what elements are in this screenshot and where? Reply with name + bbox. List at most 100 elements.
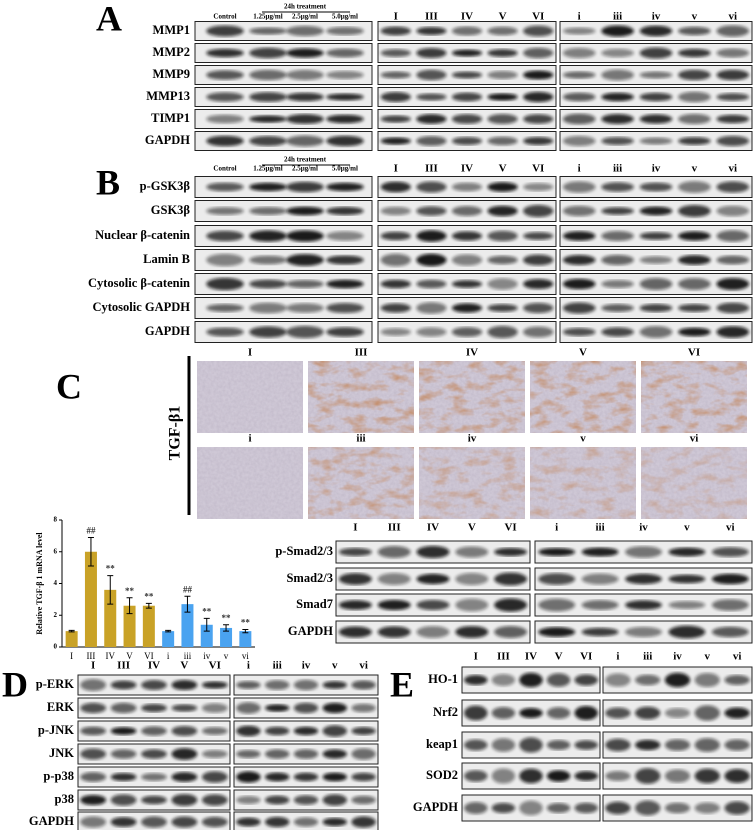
image-label: IV [466,347,478,359]
panel-letter: B [96,162,120,202]
blot-band [464,739,488,751]
blot-band [416,573,450,585]
lane-label: iv [302,660,311,672]
blot-band [171,794,198,806]
blot-band [326,279,364,289]
blot-band [491,768,516,784]
blot-band [678,327,711,337]
blot-band [264,680,290,690]
row-label: SOD2 [426,768,458,782]
blot-band [338,600,372,610]
blot-band [487,325,518,339]
blot-band [546,803,571,813]
blot-band [236,702,261,714]
blot-band [562,92,596,102]
blot-band [694,738,720,752]
blot-band [574,771,598,781]
blot-band [523,204,554,218]
blot-band [380,253,411,267]
stain-texture [308,447,414,519]
blot-band [377,599,411,611]
treatment-label: 24h treatment [284,156,327,164]
blot-band [639,232,673,240]
blot-band [322,794,348,806]
bar [220,627,233,647]
lane-label: iii [643,651,652,663]
lane-label: iii [596,522,605,534]
blot-band [678,255,711,265]
blot-band [293,749,319,759]
image-label: iv [468,433,477,445]
blot-band [286,206,324,216]
image-label: VI [688,347,700,359]
blot-band [141,816,167,828]
blot-band [80,679,107,691]
x-tick-label: V [126,651,133,661]
blot-band [668,625,706,639]
row-label: HO-1 [428,672,458,686]
blot-band [639,182,673,192]
blot-band [264,795,290,805]
blot-band [416,253,447,267]
blot-band [80,794,107,806]
blot-band [668,547,706,557]
blot-band [494,572,528,586]
blot-band [678,278,711,290]
blot-band [249,206,287,216]
blot-band [716,326,750,338]
blot-band [716,93,750,101]
blot-band [286,114,324,124]
row-label: Smad7 [296,597,333,611]
x-tick-label: iv [203,651,211,661]
blot-band [141,773,167,781]
tissue-texture [197,447,303,519]
error-bar [87,536,94,567]
blot-band [249,182,287,192]
error-bar [165,629,172,633]
x-tick-label: I [70,651,73,661]
blot-band [487,255,518,265]
lane-label: vi [729,163,738,175]
blot-band [601,279,634,289]
blot-band [491,674,516,686]
blot-band [249,255,287,265]
blot-band [635,768,661,784]
blot-band [711,599,749,611]
y-axis-label: Relative TGF-β 1 mRNA level [35,532,44,635]
blot-band [171,679,198,691]
x-tick-label: iii [184,651,192,661]
lane-label: VI [532,163,544,175]
blot-band [451,26,483,36]
blot-band [286,254,324,266]
blot-band [601,230,634,242]
blot-band [601,69,634,81]
blot-band [487,93,518,101]
lane-label: i [555,522,558,534]
significance-label: ** [144,591,154,601]
row-label: MMP13 [146,89,190,103]
bar [123,605,136,647]
lane-label: vi [729,11,738,23]
blot-band [380,181,411,193]
blot-band [523,137,554,145]
blot-band [326,114,364,124]
blot-band [171,704,198,712]
blot-band [464,802,488,814]
blot-band [538,573,576,585]
blot-band [711,547,749,557]
blot-band [519,672,543,688]
blot-band [678,205,711,217]
blot-band [519,768,543,784]
blot-band [286,69,324,81]
blot-band [264,816,290,828]
lane-label: v [692,163,698,175]
row-label: GAPDH [145,133,190,147]
y-tick-label: 2 [54,611,58,619]
blot-band [451,280,483,288]
blot-band [326,206,364,216]
error-bar [145,602,152,609]
blot-band [494,547,528,557]
lane-label: V [499,11,507,23]
blot-band [487,70,518,80]
blot-band [601,113,634,125]
